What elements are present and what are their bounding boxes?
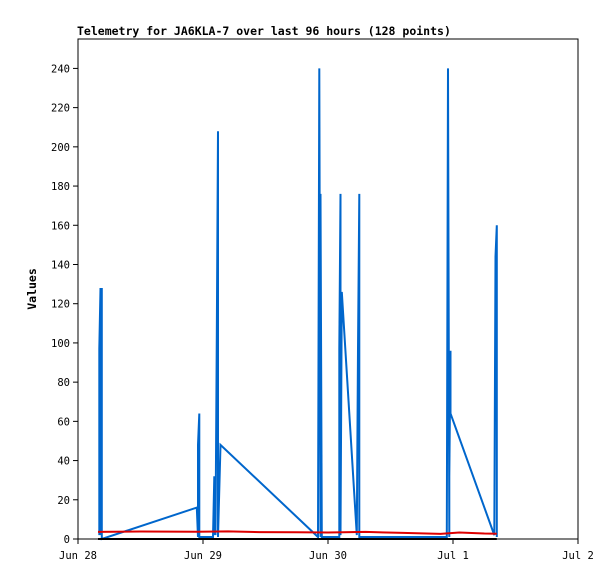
y-axis: 0 20 40 60 80 100 120 140 160 180 200 220 240 [51,63,78,546]
series-line-2 [97,530,497,535]
plot-area [77,38,579,540]
series-line-1 [98,68,498,541]
y-tick-label: 180 [51,181,70,193]
y-tick-label: 20 [57,495,70,507]
y-tick-label: 60 [57,416,70,428]
x-tick-label: Jul 1 [437,550,469,562]
x-tick-label: Jun 30 [309,550,347,562]
series-layer [97,68,498,541]
y-tick-label: 140 [51,259,70,271]
y-tick-label: 100 [51,338,70,350]
y-tick-label: 160 [51,220,70,232]
x-tick-label: Jun 28 [59,550,97,562]
plot-frame [77,38,579,540]
y-tick-label: 80 [57,377,70,389]
chart-title: Telemetry for JA6KLA-7 over last 96 hour… [77,24,451,38]
y-tick-label: 200 [51,142,70,154]
y-tick-label: 220 [51,103,70,115]
y-tick-label: 120 [51,299,70,311]
y-axis-label: Values [25,268,39,310]
y-tick-label: 40 [57,456,70,468]
y-tick-label: 240 [51,63,70,75]
x-tick-label: Jun 29 [184,550,222,562]
y-tick-label: 0 [64,534,70,546]
x-axis: Jun 28 Jun 29 Jun 30 Jul 1 Jul 2 [59,539,594,562]
x-tick-label: Jul 2 [562,550,594,562]
